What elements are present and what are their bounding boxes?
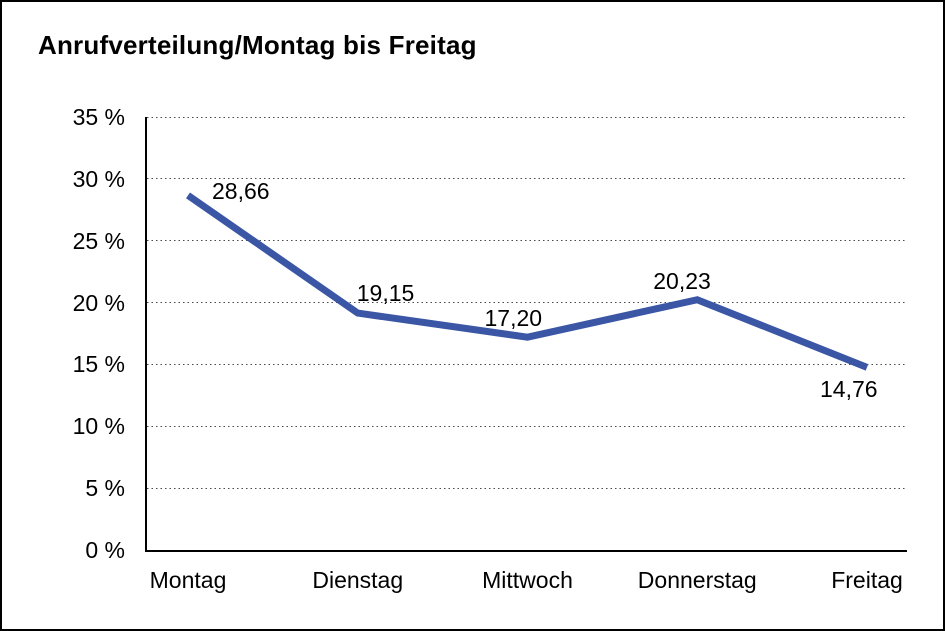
y-tick-label: 15 % [72,351,125,378]
gridline-25 [147,240,905,242]
gridline-10 [147,425,905,427]
x-label-mittwoch: Mittwoch [482,567,573,593]
data-line [186,192,869,371]
value-label-montag: 28,66 [212,178,270,205]
y-tick-label: 5 % [85,475,125,502]
series-line [186,192,869,371]
gridline-5 [147,487,905,489]
plot-area: 28,66 19,15 17,20 20,23 14,76 [147,117,905,550]
value-label-mittwoch: 17,20 [484,305,543,332]
x-label-donnerstag: Donnerstag [637,567,757,593]
value-label-donnerstag: 20,23 [653,267,711,294]
value-label-dienstag: 19,15 [356,280,415,307]
y-tick-label: 20 % [72,289,125,316]
x-label-montag: Montag [149,567,227,593]
y-tick-label: 25 % [72,227,125,254]
x-label-freitag: Freitag [831,567,903,593]
y-tick-label: 0 % [85,537,125,563]
y-tick-label: 35 % [72,104,125,130]
x-label-dienstag: Dienstag [312,567,404,593]
gridline-20 [147,302,905,304]
gridline-30 [147,178,905,180]
value-label-freitag: 14,76 [820,376,878,403]
gridline-35 [147,116,905,118]
y-tick-label: 10 % [72,413,125,440]
x-axis-line [145,550,907,552]
y-tick-label: 30 % [72,165,125,192]
y-axis-line [145,117,147,552]
gridline-15 [147,363,905,365]
chart-title: Anrufverteilung/Montag bis Freitag [38,30,477,60]
